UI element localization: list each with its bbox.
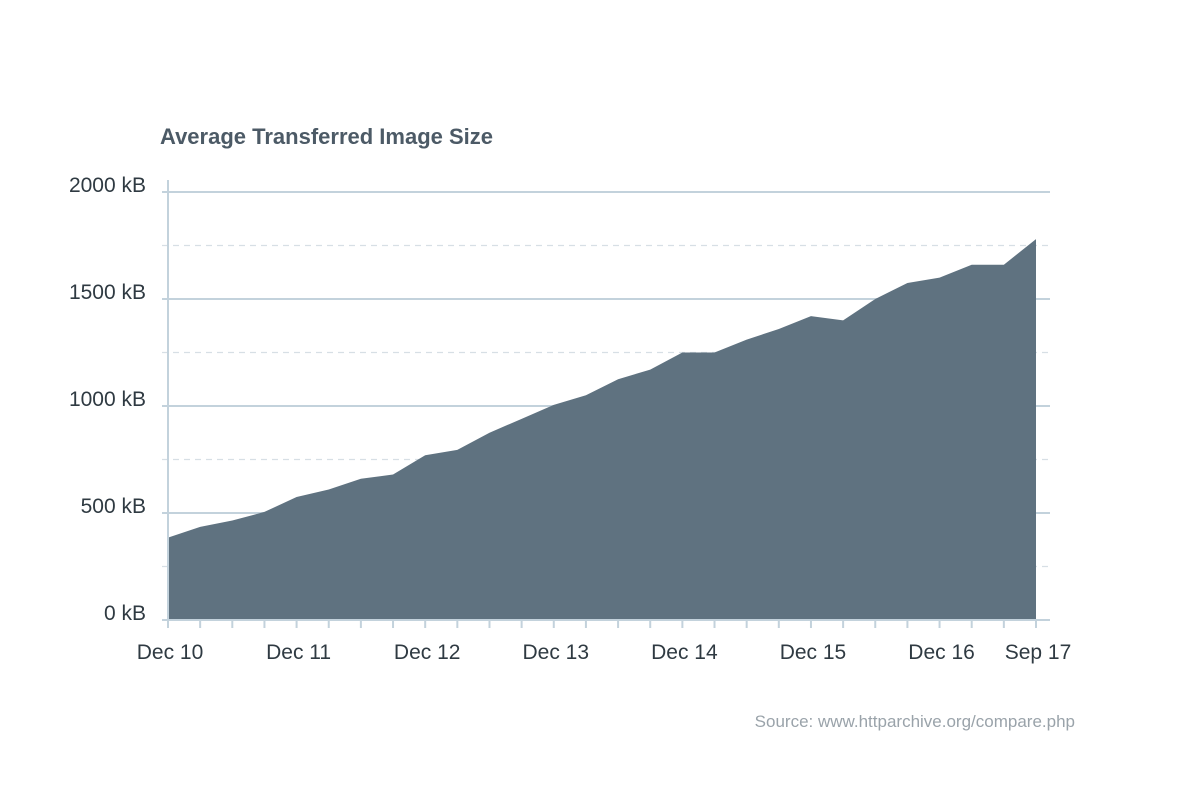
y-tick-label: 2000 kB — [69, 174, 146, 197]
x-axis-ticks: Dec 10 Dec 11 Dec 12 Dec 13 Dec 14 Dec 15 Dec … — [137, 641, 1072, 664]
area-fill — [168, 239, 1036, 620]
chart-title: Average Transferred Image Size — [160, 124, 493, 149]
x-tick-label: Dec 11 — [266, 641, 331, 664]
x-tick-label: Dec 10 — [137, 641, 204, 664]
x-tick-label: Sep 17 — [1005, 641, 1072, 664]
x-tick-label: Dec 14 — [651, 641, 718, 664]
y-axis-ticks: 2000 kB 1500 kB 1000 kB 500 kB 0 kB — [69, 174, 146, 625]
x-tick-label: Dec 15 — [780, 641, 847, 664]
y-tick-label: 1500 kB — [69, 281, 146, 304]
x-tick-label: Dec 16 — [908, 641, 975, 664]
y-tick-label: 0 kB — [104, 602, 146, 625]
x-tick-label: Dec 13 — [523, 641, 590, 664]
area-series — [168, 239, 1036, 620]
y-tick-label: 1000 kB — [69, 388, 146, 411]
y-tick-label: 500 kB — [81, 495, 146, 518]
source-note: Source: www.httparchive.org/compare.php — [755, 712, 1075, 731]
axes — [162, 180, 1050, 628]
x-tick-label: Dec 12 — [394, 641, 461, 664]
